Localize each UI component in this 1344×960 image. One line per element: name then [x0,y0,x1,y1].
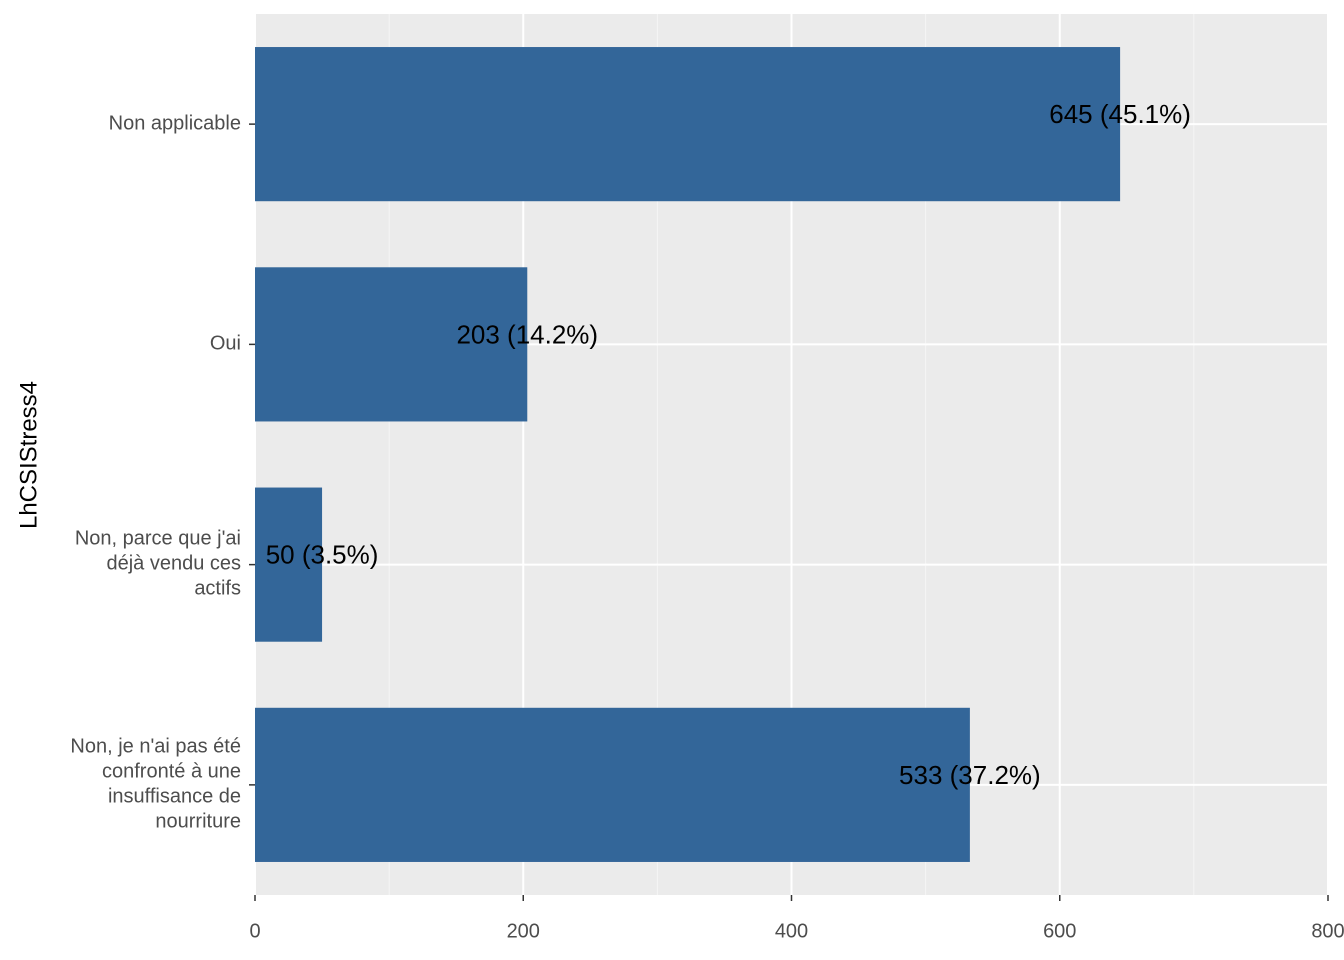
bar [255,487,323,642]
bar [255,47,1121,202]
x-tick-label: 800 [1311,920,1344,942]
y-axis-title: LhCSIStress4 [15,381,42,529]
x-tick-label: 0 [249,920,260,942]
x-tick-label: 400 [775,920,808,942]
y-tick-label: Non applicable [109,112,241,134]
x-tick-label: 600 [1043,920,1076,942]
value-label: 533 (37.2%) [899,760,1041,790]
bar [255,267,528,422]
y-tick-label: Non, je n'ai pas été confronté à une insuf… [70,736,241,833]
value-label: 50 (3.5%) [266,540,379,570]
bar [255,707,970,862]
y-tick-label: Oui [210,333,241,355]
value-label: 203 (14.2%) [456,319,598,349]
x-tick-label: 200 [507,920,540,942]
y-tick-label: Non, parce que j'ai déjà vendu ces actifs [75,528,241,600]
value-label: 645 (45.1%) [1049,99,1191,129]
